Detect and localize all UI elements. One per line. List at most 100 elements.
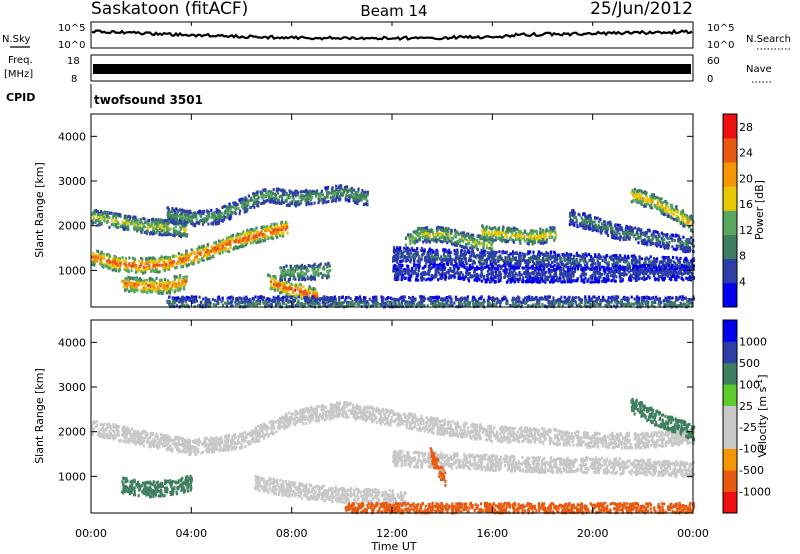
range-cell [199, 219, 202, 222]
range-cell [135, 283, 138, 287]
range-cell [313, 190, 316, 194]
range-cell [329, 268, 332, 272]
range-cell [464, 243, 468, 247]
range-cell [261, 191, 264, 195]
range-cell [260, 229, 263, 233]
range-cell [424, 272, 427, 276]
range-cell [229, 238, 232, 242]
range-cell [348, 194, 351, 198]
range-cell [264, 237, 267, 241]
range-cell [96, 258, 99, 262]
range-cell [318, 199, 321, 203]
range-cell [270, 200, 273, 204]
range-cell [144, 262, 147, 266]
range-cell [133, 264, 136, 267]
range-cell [118, 213, 121, 217]
range-cell [184, 254, 188, 258]
range-cell [231, 233, 234, 237]
freq-nave-band [93, 64, 691, 74]
range-cell [201, 218, 204, 222]
range-cell [222, 244, 225, 247]
range-cell [247, 237, 250, 241]
range-cell [573, 278, 576, 282]
range-cell [91, 261, 94, 265]
range-cell [234, 238, 238, 242]
range-cell [173, 234, 176, 238]
range-cell [281, 228, 284, 232]
range-cell [472, 274, 475, 278]
range-cell [135, 278, 138, 282]
range-cell [616, 259, 619, 263]
range-cell [437, 227, 440, 231]
range-cell [127, 224, 130, 228]
range-cell [353, 193, 356, 197]
range-cell [202, 244, 206, 248]
range-cell [300, 269, 303, 273]
range-cell [416, 274, 419, 278]
range-cell [529, 276, 532, 280]
range-cell [462, 255, 465, 258]
range-cell [332, 199, 335, 202]
range-cell [306, 266, 309, 270]
range-cell [308, 295, 311, 299]
range-cell [168, 217, 171, 221]
range-cell [402, 259, 405, 263]
range-cell [357, 189, 360, 193]
range-cell [272, 230, 275, 234]
range-cell [165, 291, 168, 295]
range-cell [145, 267, 148, 271]
range-cell [335, 199, 338, 203]
range-cell [145, 230, 148, 234]
range-cell [126, 221, 129, 225]
range-cell [469, 258, 473, 262]
range-cell [288, 203, 291, 207]
range-cell [515, 266, 518, 270]
range-cell [282, 188, 285, 192]
range-cell [265, 193, 268, 197]
range-cell [324, 196, 327, 200]
range-cell [396, 249, 399, 253]
range-cell [236, 203, 239, 207]
range-cell [331, 199, 334, 203]
range-cell [312, 264, 315, 268]
range-cell [660, 261, 663, 265]
range-cell [441, 234, 444, 238]
range-cell [170, 210, 174, 214]
range-cell [127, 275, 130, 279]
range-cell [148, 284, 151, 288]
range-cell [210, 245, 213, 249]
range-cell [570, 262, 573, 266]
range-cell [175, 207, 178, 211]
range-cell [134, 264, 137, 268]
range-cell [153, 219, 156, 223]
range-cell [145, 278, 149, 282]
range-cell [141, 261, 144, 265]
range-cell [227, 247, 230, 251]
range-cell [242, 240, 246, 244]
range-cell [578, 259, 581, 263]
range-cell [168, 263, 171, 267]
freq-tick-high: 18 [67, 56, 80, 67]
range-cell [397, 272, 400, 276]
range-cell [667, 264, 670, 268]
range-cell [194, 223, 197, 226]
range-cell [243, 207, 247, 211]
range-cell [247, 229, 250, 233]
range-cell [98, 221, 101, 224]
range-cell [245, 201, 249, 205]
range-cell [197, 245, 201, 249]
range-cell [306, 277, 309, 281]
range-cell [203, 218, 206, 222]
range-cell [338, 194, 341, 198]
range-cell [297, 274, 300, 278]
range-cell [126, 266, 129, 270]
range-cell [308, 285, 311, 289]
range-cell [240, 232, 243, 236]
range-cell [423, 238, 426, 242]
range-cell [137, 280, 140, 284]
range-cell [604, 270, 607, 274]
range-cell [138, 268, 141, 271]
range-cell [310, 264, 314, 268]
range-cell [430, 274, 433, 278]
range-cell [247, 199, 250, 203]
